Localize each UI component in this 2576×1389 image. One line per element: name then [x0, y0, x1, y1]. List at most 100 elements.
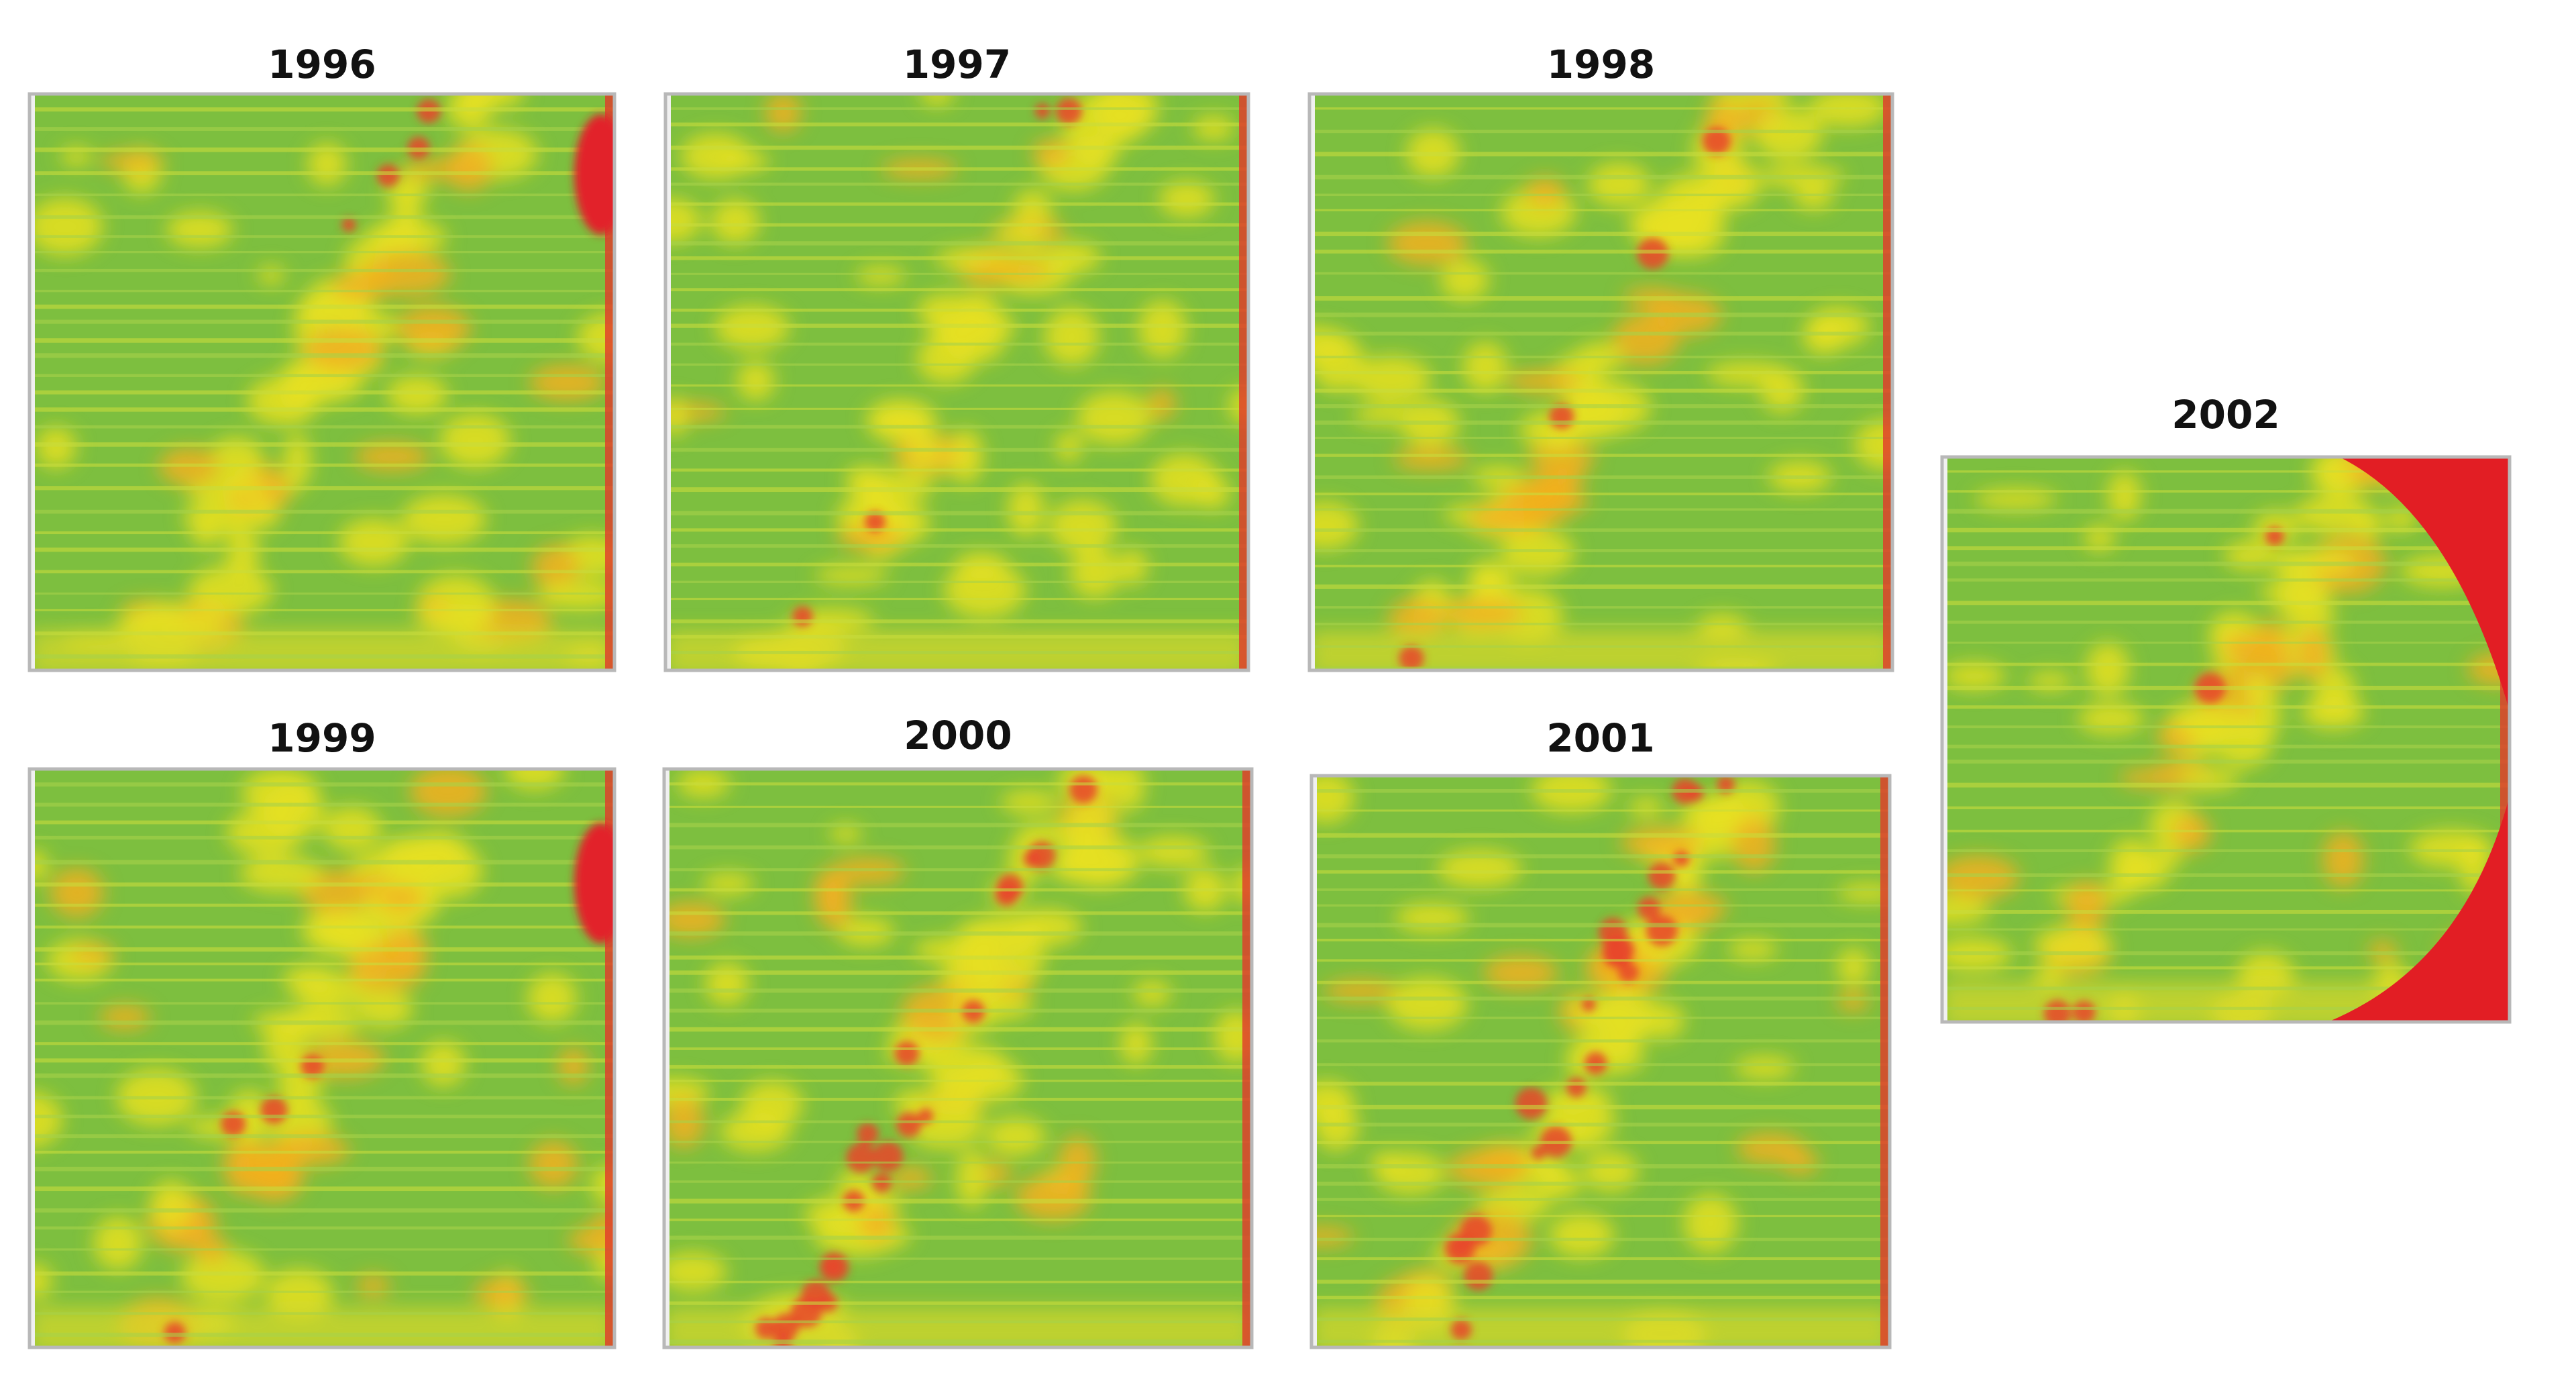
- stripe: [1942, 641, 2510, 644]
- stripe: [30, 486, 614, 491]
- yellow-zone: [1974, 488, 2057, 510]
- red-spot: [873, 1141, 904, 1172]
- yellow-zone: [1837, 947, 1870, 986]
- yield-map: [1309, 94, 1892, 670]
- stripe: [1311, 1104, 1890, 1110]
- yield-map: [30, 94, 614, 670]
- stripe: [665, 256, 1248, 260]
- stripe: [1309, 272, 1892, 275]
- yellow-zone: [1193, 115, 1235, 141]
- stripe: [30, 925, 614, 929]
- stripe: [30, 962, 614, 966]
- yellow-zone: [265, 1269, 334, 1319]
- field-corner: [2328, 796, 2510, 1022]
- stripe: [1311, 1339, 1890, 1343]
- stripe: [1942, 578, 2510, 582]
- yellow-zone: [348, 944, 426, 992]
- stripe: [1942, 744, 2510, 749]
- stripe: [1311, 1039, 1890, 1043]
- yellow-zone: [1942, 855, 2019, 900]
- stripe: [664, 1257, 1252, 1260]
- yellow-zone: [283, 433, 312, 489]
- yellow-zone: [1527, 440, 1596, 474]
- stripe: [1311, 980, 1890, 984]
- stripe: [30, 268, 614, 272]
- yellow-zone: [1837, 883, 1890, 903]
- yellow-zone: [401, 494, 486, 545]
- yellow-zone: [30, 1263, 53, 1299]
- yellow-zone: [994, 223, 1048, 244]
- yellow-zone: [1194, 475, 1230, 510]
- red-spot: [1055, 98, 1082, 125]
- stripe: [1311, 1280, 1890, 1284]
- stripe: [664, 1047, 1252, 1050]
- red-spot: [1646, 915, 1678, 947]
- yellow-zone: [557, 1047, 589, 1085]
- panel-title: 2002: [2171, 392, 2279, 438]
- stripe: [1311, 1317, 1890, 1321]
- stripe: [1311, 809, 1890, 812]
- yield-map: [665, 94, 1248, 670]
- yellow-zone: [415, 604, 494, 631]
- red-spot: [341, 217, 356, 232]
- yellow-zone: [189, 565, 273, 615]
- yellow-zone: [537, 580, 614, 611]
- yellow-zone: [292, 974, 370, 1008]
- stripe: [665, 487, 1248, 493]
- yellow-zone: [1500, 529, 1575, 576]
- yellow-zone: [1311, 1227, 1354, 1247]
- stripe: [1311, 1141, 1890, 1145]
- yellow-zone: [36, 426, 76, 469]
- stripe: [30, 654, 614, 659]
- yellow-zone: [815, 875, 853, 929]
- yellow-zone: [1387, 977, 1468, 1031]
- red-spot: [1703, 127, 1731, 156]
- yellow-zone: [531, 544, 579, 591]
- pass-stripes: [1311, 789, 1890, 1343]
- yellow-zone: [529, 1140, 578, 1189]
- stripe: [30, 374, 614, 378]
- stripe: [30, 820, 614, 825]
- yellow-zone: [356, 989, 413, 1029]
- yellow-zone: [1701, 792, 1745, 833]
- yellow-zone: [1311, 1080, 1354, 1123]
- stripe: [665, 619, 1248, 623]
- yellow-zone: [93, 1216, 144, 1270]
- stripe: [1309, 454, 1892, 457]
- panel-title: 1997: [903, 42, 1011, 87]
- yellow-zone: [386, 374, 448, 415]
- panel-frame: [28, 767, 616, 1349]
- yellow-zone: [1437, 850, 1522, 888]
- stripe: [1942, 760, 2510, 764]
- yellow-zone: [323, 806, 382, 851]
- stripe: [30, 289, 614, 293]
- stripe: [1309, 356, 1892, 359]
- stripe: [665, 363, 1248, 366]
- stripe: [30, 107, 614, 112]
- panel-title: 2001: [1546, 715, 1654, 761]
- red-spot: [2072, 1000, 2096, 1022]
- pass-stripes: [1942, 470, 2510, 1010]
- yellow-zone: [977, 261, 1051, 281]
- yellow-zone: [2221, 632, 2290, 662]
- stripe: [30, 1290, 614, 1293]
- stripe: [664, 823, 1252, 827]
- yellow-zone: [2034, 926, 2112, 964]
- yellow-zone: [1352, 355, 1432, 403]
- yellow-zone: [956, 1149, 988, 1208]
- yellow-zone: [150, 1180, 193, 1231]
- yellow-zone: [248, 499, 280, 529]
- stripe: [665, 167, 1248, 171]
- stripe: [30, 353, 614, 358]
- stripe: [1942, 873, 2510, 877]
- stripe: [30, 609, 614, 611]
- yellow-zone: [1044, 307, 1099, 366]
- stripe: [1311, 1257, 1890, 1261]
- yellow-zone: [765, 94, 802, 133]
- stripe: [1309, 404, 1892, 409]
- yellow-zone: [1803, 316, 1845, 356]
- stripe: [1942, 705, 2510, 709]
- stripe: [1942, 725, 2510, 729]
- yellow-zone: [1008, 482, 1044, 537]
